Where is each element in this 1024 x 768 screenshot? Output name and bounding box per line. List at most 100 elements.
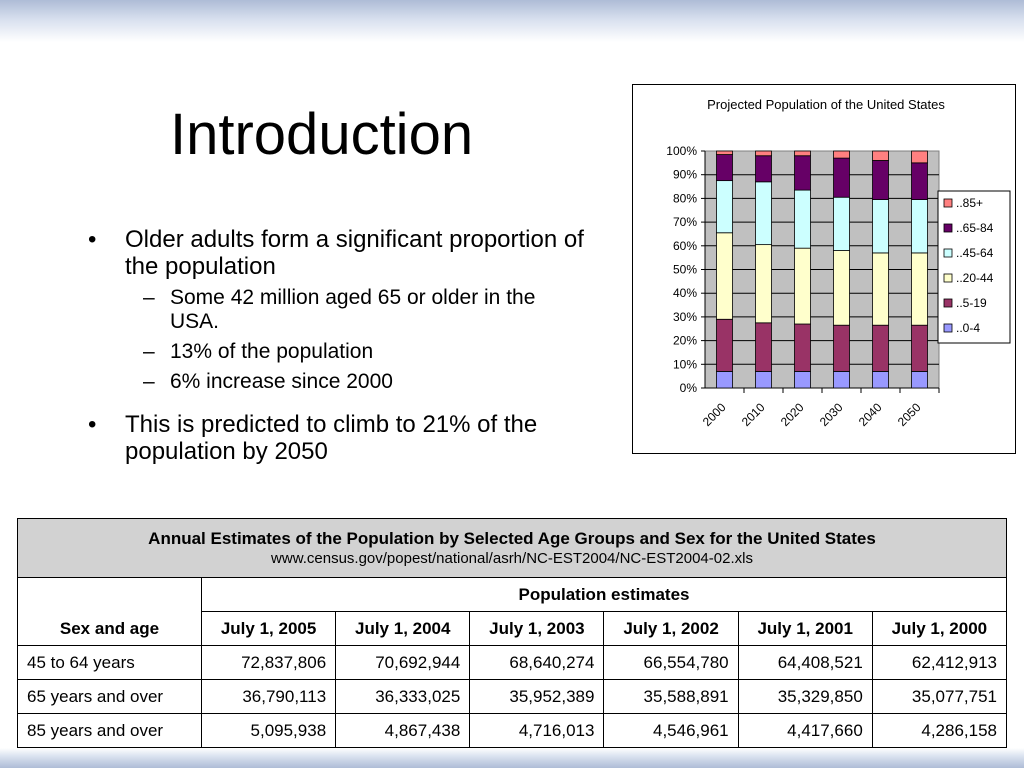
row-label: 45 to 64 years <box>17 645 202 680</box>
table-row: 65 years and over 36,790,113 36,333,025 … <box>17 679 1008 714</box>
y-tick-label: 50% <box>673 263 697 277</box>
column-header: July 1, 2001 <box>737 611 873 646</box>
bar-segment <box>872 252 889 326</box>
bar-segment <box>755 150 772 157</box>
bar-segment <box>794 323 811 372</box>
column-header: July 1, 2005 <box>200 611 337 646</box>
bar-segment <box>911 150 928 164</box>
bar-segment <box>755 181 772 246</box>
bullet-dot-icon: • <box>88 411 97 438</box>
bullet-list: • Older adults form a significant propor… <box>88 226 588 465</box>
table-row: 85 years and over 5,095,938 4,867,438 4,… <box>17 713 1008 748</box>
table-cell: 62,412,913 <box>871 645 1008 680</box>
bar-segment <box>833 324 850 372</box>
x-tick-label: 2000 <box>700 400 729 429</box>
bar-segment <box>716 154 733 182</box>
legend-swatch <box>943 198 953 208</box>
census-table: Annual Estimates of the Population by Se… <box>17 518 1008 748</box>
sub-bullet-item: – 6% increase since 2000 <box>88 370 588 394</box>
table-title: Annual Estimates of the Population by Se… <box>148 528 876 548</box>
group-header-cell: Population estimates <box>201 577 1007 612</box>
legend-swatch <box>943 248 953 258</box>
column-header: July 1, 2000 <box>871 611 1008 646</box>
bar-segment <box>755 371 772 389</box>
bullet-text: This is predicted to climb to 21% of the… <box>125 411 538 465</box>
bullet-dot-icon: • <box>88 226 97 253</box>
legend-box <box>937 190 1011 344</box>
bar-segment <box>833 196 850 251</box>
slide-title: Introduction <box>170 102 474 167</box>
y-tick-label: 60% <box>673 239 697 253</box>
column-header: July 1, 2003 <box>469 611 605 646</box>
bar-segment <box>911 199 928 254</box>
dash-icon: – <box>143 286 155 309</box>
bullet-text: Older adults form a significant proporti… <box>125 226 584 280</box>
y-tick-label: 40% <box>673 286 697 300</box>
table-cell: 64,408,521 <box>737 645 873 680</box>
table-cell: 36,790,113 <box>200 679 337 714</box>
legend-label: ..0-4 <box>956 321 980 335</box>
y-tick-label: 100% <box>666 144 697 158</box>
row-header-cell: Sex and age <box>17 577 202 646</box>
x-tick-label: 2030 <box>817 400 846 429</box>
bar-segment <box>755 155 772 183</box>
bar-segment <box>911 252 928 326</box>
bar-segment <box>872 160 889 200</box>
population-chart: Projected Population of the United State… <box>632 84 1016 454</box>
table-cell: 4,716,013 <box>469 713 605 748</box>
bar-segment <box>911 324 928 372</box>
table-cell: 72,837,806 <box>200 645 337 680</box>
y-tick-label: 70% <box>673 215 697 229</box>
column-header: July 1, 2004 <box>335 611 471 646</box>
legend-label: ..65-84 <box>956 221 994 235</box>
legend-label: ..20-44 <box>956 271 994 285</box>
bar-segment <box>794 155 811 191</box>
table-cell: 4,417,660 <box>737 713 873 748</box>
bar-segment <box>833 250 850 326</box>
bar-segment <box>716 180 733 234</box>
table-source-url: www.census.gov/popest/national/asrh/NC-E… <box>271 549 753 567</box>
bar-segment <box>794 150 811 157</box>
x-tick-label: 2020 <box>778 400 807 429</box>
bullet-item: • Older adults form a significant propor… <box>88 226 588 280</box>
x-tick-label: 2050 <box>895 400 924 429</box>
bar-segment <box>794 371 811 389</box>
column-header: July 1, 2002 <box>603 611 739 646</box>
bar-segment <box>911 162 928 200</box>
y-tick-label: 30% <box>673 310 697 324</box>
bar-segment <box>755 322 772 372</box>
chart-svg: Projected Population of the United State… <box>666 97 1011 429</box>
bar-segment <box>872 324 889 372</box>
y-tick-label: 90% <box>673 168 697 182</box>
table-row: 45 to 64 years 72,837,806 70,692,944 68,… <box>17 645 1008 680</box>
bar-segment <box>833 371 850 389</box>
bar-segment <box>794 189 811 249</box>
chart-title: Projected Population of the United State… <box>707 97 945 112</box>
legend-label: ..85+ <box>956 196 983 210</box>
sub-bullet-item: – 13% of the population <box>88 340 588 364</box>
legend-swatch <box>943 273 953 283</box>
sub-bullet-text: 6% increase since 2000 <box>170 370 393 393</box>
table-cell: 35,952,389 <box>469 679 605 714</box>
legend-label: ..45-64 <box>956 246 994 260</box>
legend-swatch <box>943 323 953 333</box>
y-tick-label: 20% <box>673 334 697 348</box>
bullet-item: • This is predicted to climb to 21% of t… <box>88 411 588 465</box>
bar-segment <box>755 244 772 324</box>
table-cell: 35,329,850 <box>737 679 873 714</box>
table-cell: 35,588,891 <box>603 679 739 714</box>
row-label: 65 years and over <box>17 679 202 714</box>
bar-segment <box>872 371 889 389</box>
bar-segment <box>833 157 850 198</box>
bar-segment <box>872 150 889 161</box>
bar-segment <box>911 371 928 389</box>
bar-segment <box>716 232 733 320</box>
legend-swatch <box>943 298 953 308</box>
bar-segment <box>794 247 811 325</box>
bar-segment <box>716 318 733 372</box>
bar-segment <box>716 371 733 389</box>
table-cell: 4,546,961 <box>603 713 739 748</box>
dash-icon: – <box>143 370 155 393</box>
bottom-gradient-band <box>0 748 1024 768</box>
sub-bullet-text: 13% of the population <box>170 340 374 363</box>
